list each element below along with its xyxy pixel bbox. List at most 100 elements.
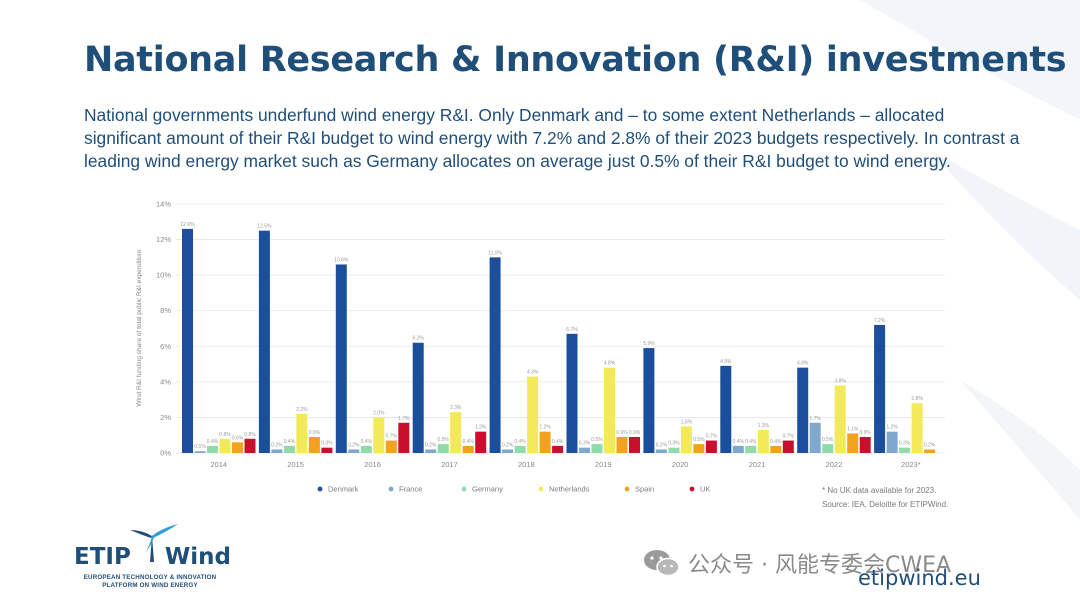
data-label: 6.2% — [412, 336, 424, 342]
bar-germany-2020 — [668, 447, 680, 453]
data-label: 0.4% — [207, 439, 219, 445]
x-tick-label: 2023* — [901, 460, 921, 469]
data-label: 0.7% — [386, 434, 398, 440]
slide-title: National Research & Innovation (R&I) inv… — [84, 40, 1067, 80]
y-tick-label: 0% — [160, 449, 171, 458]
data-label: 0.4% — [462, 439, 474, 445]
data-label: 10.6% — [334, 257, 349, 263]
legend-marker — [317, 486, 323, 492]
bar-france-2023 — [886, 431, 898, 453]
data-label: 1.3% — [758, 423, 770, 429]
intro-paragraph: National governments underfund wind ener… — [84, 105, 1020, 171]
data-label: 7.2% — [874, 318, 886, 324]
legend-item-uk[interactable]: UK — [689, 485, 711, 494]
data-label: 1.2% — [475, 425, 487, 431]
legend-marker — [538, 486, 544, 492]
logo-name-right: Wind — [164, 544, 231, 570]
data-label: 0.8% — [244, 432, 256, 438]
bar-germany-2022 — [822, 444, 834, 453]
data-label: 0.2% — [502, 442, 514, 448]
data-label: 0.1% — [194, 444, 206, 450]
bar-spain-2019 — [616, 436, 628, 453]
bar-uk-2018 — [552, 445, 564, 453]
bar-france-2022 — [809, 422, 821, 453]
watermark-text: 公众号 · 风能专委会CWEA — [688, 553, 952, 578]
bar-netherlands-2018 — [527, 376, 539, 453]
data-label: 0.4% — [284, 439, 296, 445]
data-label: 1.7% — [398, 416, 410, 422]
x-tick-label: 2017 — [441, 460, 458, 469]
data-label: 0.9% — [859, 430, 871, 436]
data-label: 4.3% — [527, 370, 539, 376]
data-label: 0.2% — [271, 442, 283, 448]
legend-marker — [689, 486, 695, 492]
logo-tagline-line2: PLATFORM ON WIND ENERGY — [102, 582, 198, 589]
bars — [182, 228, 936, 453]
bar-france-2018 — [502, 449, 514, 453]
legend-marker — [624, 486, 630, 492]
y-tick-label: 4% — [160, 377, 171, 386]
data-label: 0.8% — [219, 432, 231, 438]
y-tick-labels: 0% 2% 4% 6% 8% 10% 12% 14% — [156, 200, 171, 458]
bar-netherlands-2023 — [911, 403, 923, 453]
data-label: 3.8% — [834, 378, 846, 384]
data-label: 4.8% — [797, 361, 809, 367]
etipwind-logo: ETIP Wind EUROPEAN TECHNOLOGY & INNOVATIO… — [66, 522, 236, 592]
bar-uk-2015 — [321, 447, 333, 453]
bar-uk-2021 — [782, 440, 794, 453]
bar-france-2015 — [271, 449, 283, 453]
footnote: * No UK data available for 2023. Source:… — [822, 484, 948, 512]
wechat-icon — [644, 550, 680, 577]
wind-turbine-icon — [130, 524, 178, 562]
data-label: 0.9% — [616, 430, 628, 436]
bar-denmark-2017 — [412, 342, 424, 453]
logo-wordmark: ETIP Wind — [74, 544, 231, 570]
legend-marker — [461, 486, 467, 492]
bar-uk-2019 — [629, 436, 640, 453]
bar-netherlands-2022 — [834, 385, 846, 453]
data-label: 0.5% — [591, 437, 603, 443]
bar-germany-2017 — [437, 444, 449, 453]
legend-item-france[interactable]: France — [388, 485, 423, 494]
legend-item-denmark[interactable]: Denmark — [317, 485, 359, 494]
data-label: 0.3% — [668, 441, 680, 447]
data-label: 1.2% — [539, 425, 551, 431]
website-link[interactable]: etipwind.eu — [858, 566, 981, 590]
data-label: 0.2% — [348, 442, 360, 448]
bar-denmark-2015 — [258, 230, 270, 453]
data-label: 1.2% — [886, 425, 898, 431]
x-tick-label: 2021 — [749, 460, 766, 469]
bar-netherlands-2020 — [680, 426, 692, 453]
legend-label: Germany — [472, 485, 503, 494]
bar-denmark-2014 — [182, 228, 193, 453]
y-axis-label: Wind R&I funding share of total public R… — [136, 249, 143, 407]
data-label: 2.8% — [911, 396, 923, 402]
bar-germany-2023 — [899, 447, 911, 453]
data-label: 1.5% — [681, 419, 693, 425]
bar-france-2021 — [732, 445, 744, 453]
logo-tagline: EUROPEAN TECHNOLOGY & INNOVATION PLATFOR… — [70, 574, 230, 590]
data-label: 0.4% — [552, 439, 564, 445]
y-tick-label: 10% — [156, 271, 171, 280]
x-tick-label: 2016 — [364, 460, 381, 469]
legend-label: Netherlands — [549, 485, 590, 494]
data-label: 2.2% — [296, 407, 308, 413]
legend-marker — [388, 486, 394, 492]
legend-label: Denmark — [328, 485, 359, 494]
legend-item-germany[interactable]: Germany — [461, 485, 503, 494]
data-label: 4.8% — [604, 361, 616, 367]
bar-denmark-2019 — [566, 333, 578, 453]
bar-france-2019 — [579, 447, 590, 453]
data-label: 5.9% — [643, 341, 655, 347]
legend-item-netherlands[interactable]: Netherlands — [538, 485, 590, 494]
y-tick-label: 14% — [156, 200, 171, 209]
logo-tagline-line1: EUROPEAN TECHNOLOGY & INNOVATION — [83, 574, 217, 581]
data-label: 2.0% — [373, 410, 385, 416]
data-label: 12.5% — [257, 224, 272, 230]
data-label: 0.4% — [361, 439, 373, 445]
data-label: 0.4% — [514, 439, 526, 445]
bar-france-2017 — [425, 449, 437, 453]
legend-item-spain[interactable]: Spain — [624, 485, 655, 494]
x-tick-label: 2020 — [672, 460, 689, 469]
